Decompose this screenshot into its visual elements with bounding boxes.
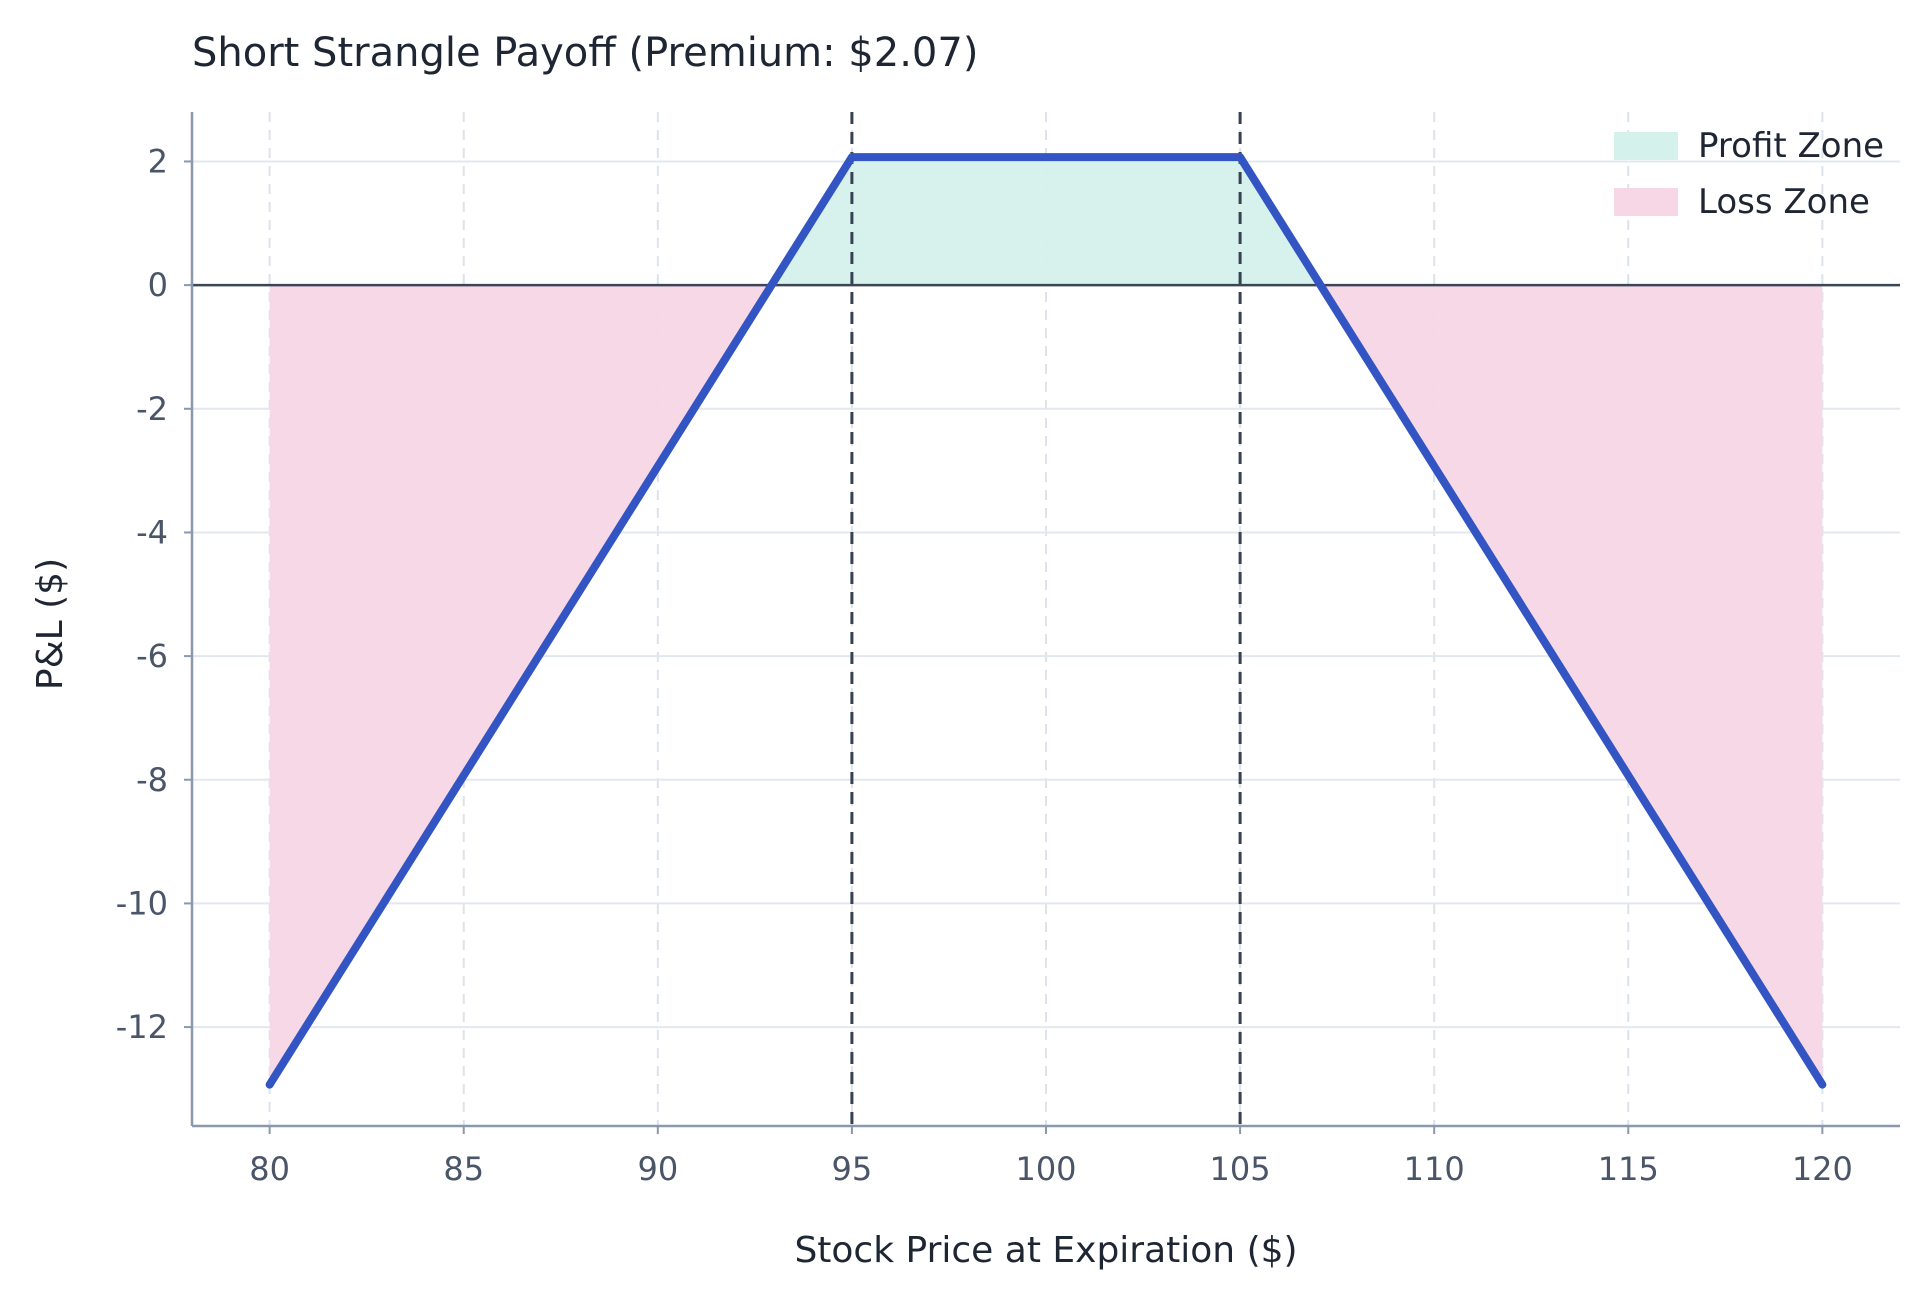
x-tick-label: 80 — [249, 1150, 290, 1188]
y-tick-label: 2 — [148, 142, 168, 180]
x-tick-label: 115 — [1598, 1150, 1659, 1188]
legend: Profit Zone Loss Zone — [1614, 126, 1884, 222]
y-tick-label: -10 — [116, 884, 168, 922]
x-tick-label: 85 — [443, 1150, 484, 1188]
y-tick-label: -2 — [136, 390, 168, 428]
y-tick-label: -12 — [116, 1008, 168, 1046]
x-tick-label: 110 — [1404, 1150, 1465, 1188]
x-tick-label: 120 — [1792, 1150, 1853, 1188]
y-tick-label: -4 — [136, 513, 168, 551]
series-layer — [265, 153, 1827, 1089]
x-tick-label: 95 — [832, 1150, 873, 1188]
x-axis-label: Stock Price at Expiration ($) — [794, 1230, 1297, 1271]
profit-zone — [771, 157, 1321, 286]
x-tick-label: 90 — [637, 1150, 678, 1188]
y-axis-label: P&L ($) — [30, 558, 71, 690]
payoff-line — [265, 153, 1827, 1089]
chart-title: Short Strangle Payoff (Premium: $2.07) — [192, 30, 978, 76]
legend-swatch — [1614, 132, 1678, 160]
legend-label: Loss Zone — [1698, 182, 1870, 222]
x-tick-label: 105 — [1210, 1150, 1271, 1188]
legend-label: Profit Zone — [1698, 126, 1884, 166]
axes — [184, 112, 1900, 1134]
x-tick-label: 100 — [1015, 1150, 1076, 1188]
y-tick-label: -8 — [136, 761, 168, 799]
legend-swatch — [1614, 188, 1678, 216]
reference-lines — [192, 112, 1900, 1126]
y-tick-label: -6 — [136, 637, 168, 675]
tick-labels: 80 85 90 95 100 105 110 115 120 2 0 -2 -4 -6 -8 -10 -12 — [116, 142, 1853, 1188]
y-tick-label: 0 — [148, 266, 168, 304]
